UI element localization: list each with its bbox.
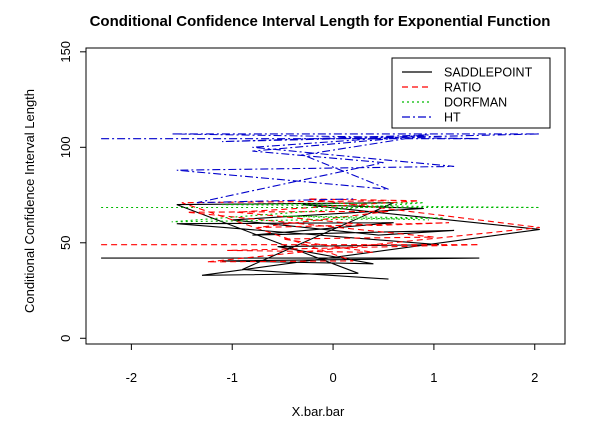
y-axis-label: Conditional Confidence Interval Length bbox=[22, 89, 37, 313]
y-tick-label: 100 bbox=[58, 136, 73, 158]
x-tick-label: -2 bbox=[126, 370, 138, 385]
legend-label-saddlepoint: SADDLEPOINT bbox=[444, 66, 533, 80]
series-layer bbox=[101, 133, 540, 280]
x-tick-label: 1 bbox=[430, 370, 437, 385]
legend-label-dorfman: DORFMAN bbox=[444, 96, 507, 110]
plot-box bbox=[85, 47, 566, 345]
x-tick-label: 0 bbox=[329, 370, 336, 385]
y-tick-label: 0 bbox=[58, 335, 73, 342]
y-tick-label: 150 bbox=[58, 41, 73, 63]
series-line-ht bbox=[101, 133, 540, 204]
y-tick-label: 50 bbox=[58, 236, 73, 250]
series-line-ratio bbox=[101, 198, 540, 263]
x-axis: -2 -1 0 1 2 bbox=[126, 344, 538, 385]
series-line-saddlepoint bbox=[101, 202, 540, 280]
y-axis: 0 50 100 150 bbox=[58, 41, 86, 342]
x-tick-label: 2 bbox=[531, 370, 538, 385]
plot-frame bbox=[85, 47, 566, 345]
legend-label-ratio: RATIO bbox=[444, 81, 482, 95]
x-tick-label: -1 bbox=[226, 370, 238, 385]
legend-label-ht: HT bbox=[444, 111, 461, 125]
legend-box bbox=[391, 57, 551, 129]
chart-title: Conditional Confidence Interval Length f… bbox=[90, 13, 551, 30]
series-line-dorfman bbox=[101, 202, 540, 223]
x-axis-label: X.bar.bar bbox=[292, 404, 345, 419]
